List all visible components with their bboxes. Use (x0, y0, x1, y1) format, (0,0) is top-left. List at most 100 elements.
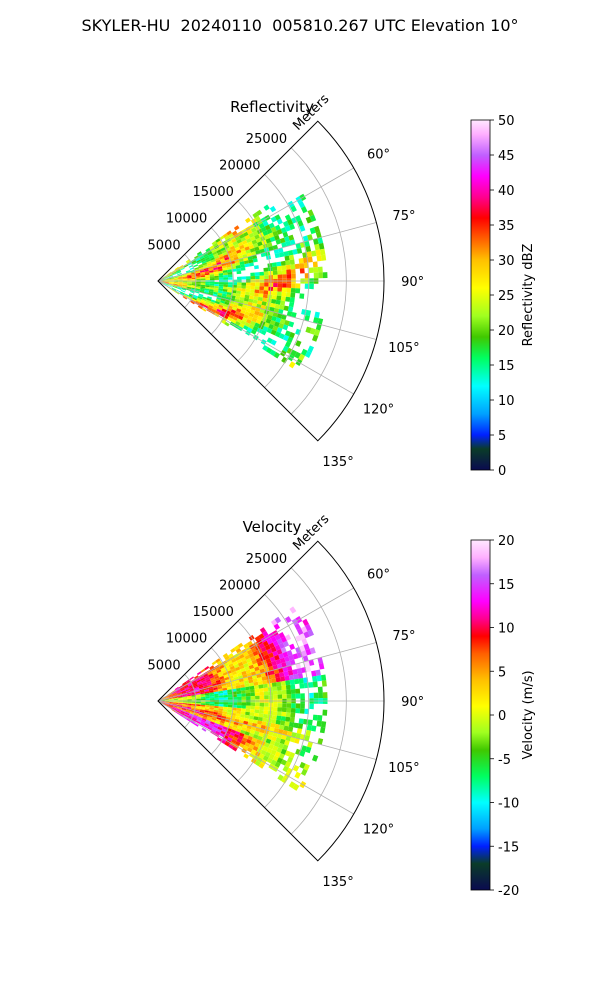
velocity-cell (205, 678, 211, 683)
reflectivity-cell (169, 278, 174, 280)
reflectivity-radial-tick-label: 15000 (193, 185, 234, 200)
reflectivity-cell (196, 297, 202, 302)
velocity-cell (200, 721, 206, 725)
velocity-cell (185, 711, 190, 715)
reflectivity-cell (180, 267, 185, 271)
reflectivity-cell (173, 279, 179, 281)
velocity-cell (265, 738, 272, 744)
reflectivity-radial-tick-label: 10000 (166, 212, 207, 227)
reflectivity-cell (169, 282, 174, 284)
velocity-cell (171, 709, 176, 713)
velocity-cell (164, 700, 170, 701)
velocity-cell (172, 693, 177, 696)
velocity-cell (205, 694, 210, 697)
reflectivity-cell (312, 334, 319, 342)
velocity-cell (207, 684, 213, 688)
velocity-cell (204, 708, 210, 711)
velocity-cell (240, 711, 246, 715)
reflectivity-cell (279, 318, 286, 325)
velocity-cell (294, 623, 301, 631)
reflectivity-cell (239, 244, 245, 250)
reflectivity-cell (286, 347, 293, 355)
velocity-cell (315, 669, 321, 676)
velocity-cell (217, 688, 223, 692)
velocity-cell (240, 729, 246, 735)
reflectivity-cell (237, 315, 244, 321)
reflectivity-cell (204, 271, 210, 274)
reflectivity-cell (258, 222, 265, 229)
velocity-cell (164, 699, 170, 701)
reflectivity-cell (241, 285, 246, 289)
reflectivity-colorbar-tick-label: 50 (498, 114, 515, 129)
velocity-cell (236, 705, 242, 709)
reflectivity-cell (243, 243, 249, 248)
reflectivity-cell (219, 302, 225, 307)
velocity-cell (167, 693, 173, 696)
velocity-cell (184, 686, 190, 690)
velocity-cell (164, 695, 169, 699)
reflectivity-cell (195, 272, 201, 275)
reflectivity-cell (164, 280, 170, 281)
velocity-cell (193, 713, 199, 717)
velocity-cell (220, 678, 225, 682)
velocity-cell (236, 693, 242, 697)
velocity-cell (221, 669, 227, 674)
velocity-cell (241, 696, 247, 700)
velocity-radial-tick-label: 5000 (148, 658, 181, 673)
reflectivity-cell (215, 298, 221, 303)
reflectivity-cell (270, 216, 277, 223)
reflectivity-cell (178, 282, 183, 284)
reflectivity-cell (173, 277, 179, 280)
velocity-cell (182, 705, 187, 708)
velocity-cell (281, 662, 287, 668)
velocity-cell (207, 671, 213, 676)
velocity-cell (227, 736, 233, 742)
reflectivity-cell (250, 227, 257, 233)
velocity-cell (223, 674, 229, 679)
velocity-colorbar-tick-label: 5 (498, 665, 506, 680)
reflectivity-cell (178, 283, 183, 285)
velocity-cell (246, 649, 253, 655)
reflectivity-cell (222, 291, 228, 295)
reflectivity-cell (199, 255, 205, 260)
reflectivity-cell (282, 231, 289, 238)
reflectivity-cell (266, 347, 273, 354)
velocity-cell (268, 642, 275, 649)
velocity-cell (241, 726, 247, 732)
velocity-cell (184, 713, 189, 717)
reflectivity-cell (239, 323, 245, 329)
velocity-cell (264, 654, 270, 660)
velocity-cell (208, 710, 214, 714)
velocity-cell (200, 668, 206, 673)
velocity-cell (296, 728, 303, 734)
velocity-cell (164, 698, 170, 700)
velocity-cell (301, 768, 308, 776)
reflectivity-cell (252, 299, 258, 304)
velocity-cell (231, 658, 237, 663)
reflectivity-cell (202, 296, 208, 300)
velocity-cell (164, 697, 169, 699)
reflectivity-cell (218, 270, 224, 274)
velocity-cell (273, 623, 280, 630)
reflectivity-cell (204, 272, 210, 276)
velocity-cell (279, 724, 285, 730)
velocity-cell (218, 673, 224, 678)
reflectivity-cell (235, 265, 241, 269)
reflectivity-cell (178, 276, 183, 278)
reflectivity-cell (167, 273, 173, 276)
reflectivity-cell (169, 283, 174, 285)
velocity-cell (236, 738, 242, 744)
reflectivity-cell (231, 319, 237, 324)
velocity-cell (269, 726, 275, 732)
velocity-cell (200, 706, 206, 709)
reflectivity-cell (196, 275, 201, 278)
reflectivity-cell (313, 272, 319, 279)
velocity-cell (301, 745, 308, 752)
reflectivity-cell (289, 259, 295, 265)
reflectivity-cell (313, 267, 319, 273)
reflectivity-cell (217, 306, 223, 311)
reflectivity-cell (315, 323, 322, 331)
velocity-cell (259, 706, 265, 711)
velocity-cell (312, 681, 318, 688)
velocity-cell (173, 704, 178, 706)
